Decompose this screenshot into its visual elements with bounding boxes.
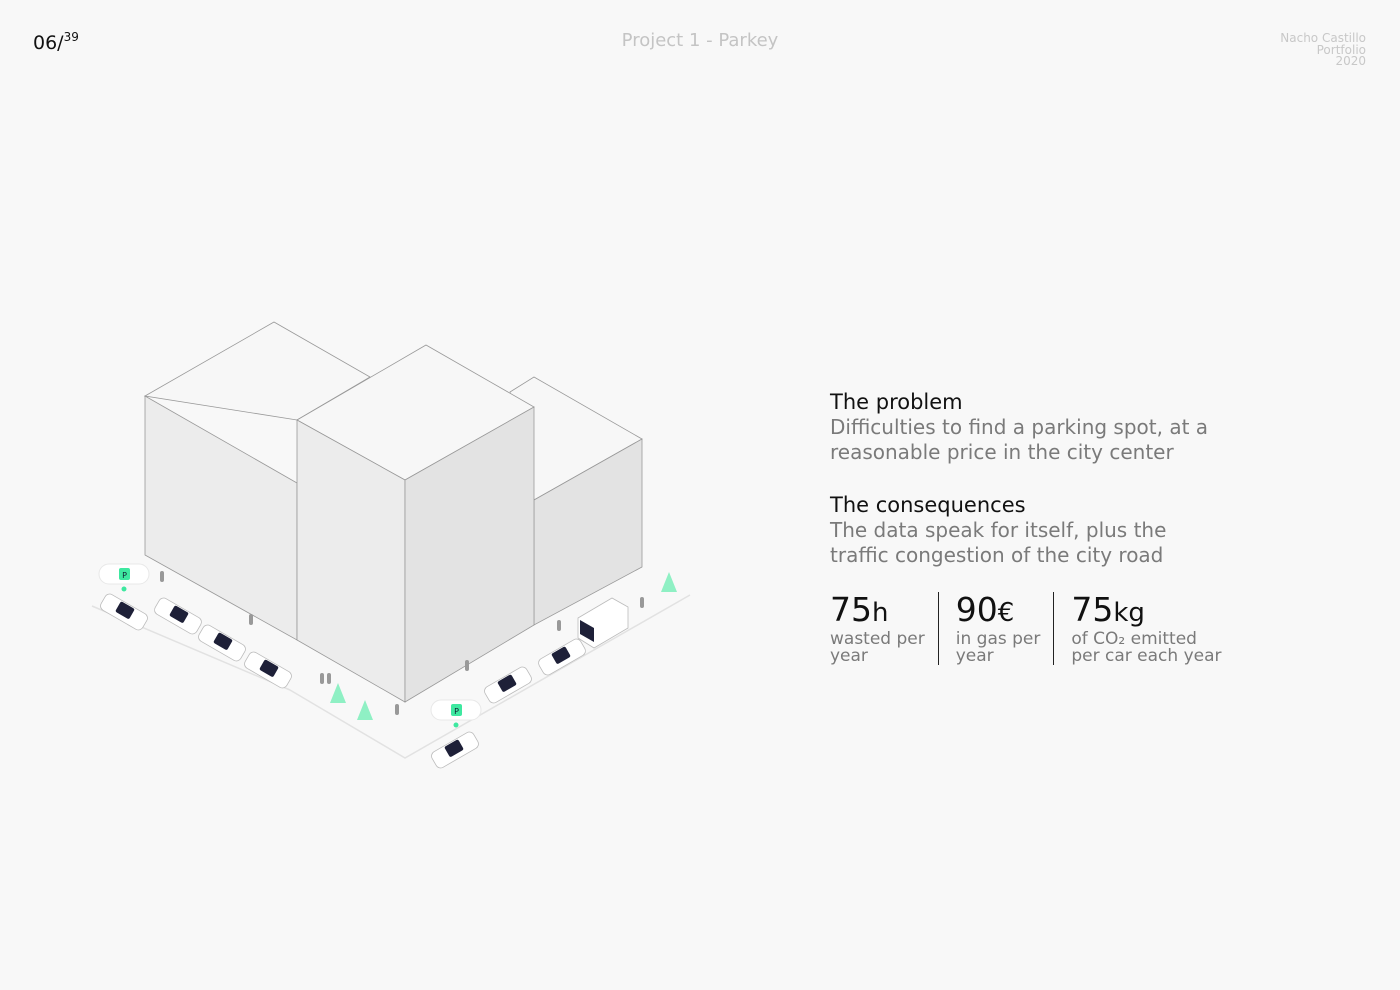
author-name: Nacho Castillo <box>1280 31 1366 45</box>
problem-text-2: reasonable price in the city center <box>830 440 1174 464</box>
stats-row: 75h wasted per year 90€ in gas per year … <box>830 592 1235 665</box>
page-total: 39 <box>63 30 79 44</box>
car-icon <box>431 731 479 769</box>
person-icon <box>249 614 253 625</box>
consequences-heading: The consequences <box>830 493 1026 517</box>
portfolio-label: Portfolio <box>1316 42 1366 57</box>
person-icon <box>557 620 561 631</box>
parked-cars <box>100 593 629 769</box>
stat-unit: kg <box>1113 598 1145 628</box>
stat-unit: h <box>872 598 889 628</box>
parking-marker-label: P <box>122 571 127 580</box>
stat-value: 75 <box>1071 590 1114 629</box>
problem-section: The problem Difficulties to find a parki… <box>830 389 1208 465</box>
parking-marker-label: P <box>454 707 459 716</box>
tree-icon <box>357 700 373 720</box>
person-icon <box>640 597 644 608</box>
consequences-text-2: traffic congestion of the city road <box>830 543 1164 567</box>
van-icon <box>577 597 629 649</box>
year: 2020 <box>1335 54 1366 68</box>
stat-unit: € <box>997 598 1015 628</box>
stat-label: wasted per <box>830 629 925 649</box>
car-icon <box>154 597 202 635</box>
stat-label: year <box>830 646 868 666</box>
car-icon <box>538 638 586 676</box>
stat-label: of CO₂ emitted <box>1071 629 1197 649</box>
person-icon <box>327 673 331 684</box>
problem-heading: The problem <box>830 390 963 414</box>
person-icon <box>320 673 324 684</box>
author-block: Nacho Castillo Portfolio 2020 <box>1280 31 1366 68</box>
consequences-text-1: The data speak for itself, plus the <box>830 518 1167 542</box>
car-icon <box>244 651 292 689</box>
car-icon <box>100 593 148 631</box>
person-icon <box>395 704 399 715</box>
stat-gas: 90€ in gas per year <box>937 590 1054 666</box>
parking-marker[interactable]: P <box>98 563 150 592</box>
page-title: Project 1 - Parkey <box>621 30 779 51</box>
consequences-section: The consequences The data speak for itse… <box>830 492 1166 568</box>
building-left <box>143 321 371 421</box>
stat-value: 90 <box>955 590 998 629</box>
pedestrians <box>160 571 644 715</box>
trees <box>330 572 677 720</box>
stat-label: per car each year <box>1071 646 1222 666</box>
stat-value: 75 <box>830 590 872 629</box>
stat-hours: 75h wasted per year <box>830 592 938 665</box>
person-icon <box>465 660 469 671</box>
car-icon <box>484 666 532 704</box>
tree-icon <box>661 572 677 592</box>
tree-icon <box>330 683 346 703</box>
stat-co2: 75kg of CO₂ emitted per car each year <box>1053 592 1234 665</box>
person-icon <box>160 571 164 582</box>
car-icon <box>198 624 246 662</box>
parking-marker[interactable]: P <box>430 699 482 728</box>
page-current: 06/ <box>33 32 64 54</box>
page-number: 06/39 <box>33 30 79 54</box>
stat-label: in gas per <box>955 629 1041 649</box>
buildings <box>143 321 643 703</box>
problem-text-1: Difficulties to find a parking spot, at … <box>830 415 1209 439</box>
stat-label: year <box>955 646 994 666</box>
